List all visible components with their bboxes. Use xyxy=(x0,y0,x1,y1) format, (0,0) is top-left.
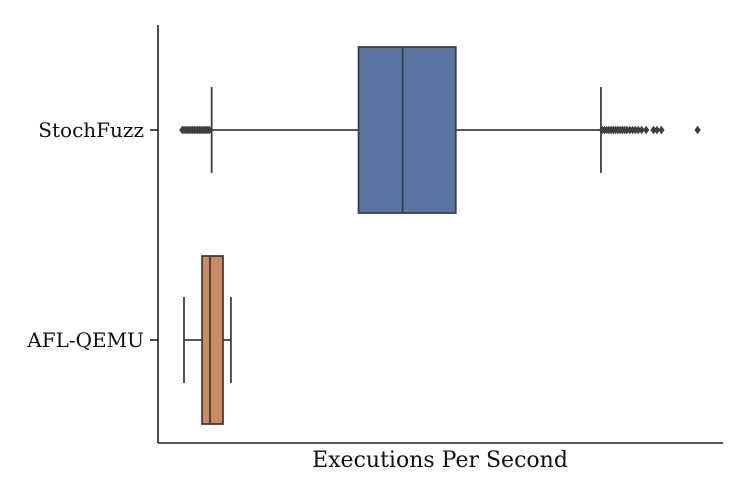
stochfuzz-outlier xyxy=(694,125,701,135)
y-tick-label-stochfuzz: StochFuzz xyxy=(38,118,144,142)
y-tick-label-afl-qemu: AFL-QEMU xyxy=(26,328,144,352)
stochfuzz-outlier xyxy=(653,125,661,135)
plot-marks xyxy=(179,46,701,425)
stochfuzz-outlier xyxy=(635,125,642,135)
stochfuzz-outlier xyxy=(650,125,657,135)
stochfuzz-outlier xyxy=(638,125,645,135)
stochfuzz-outlier xyxy=(206,125,213,135)
x-axis-label: Executions Per Second xyxy=(312,448,568,473)
y-ticks: StochFuzz AFL-QEMU xyxy=(26,118,158,352)
stochfuzz-outlier xyxy=(658,125,665,135)
afl-qemu-box xyxy=(201,255,224,425)
stochfuzz-outlier xyxy=(643,125,650,135)
stochfuzz-box xyxy=(357,46,457,214)
